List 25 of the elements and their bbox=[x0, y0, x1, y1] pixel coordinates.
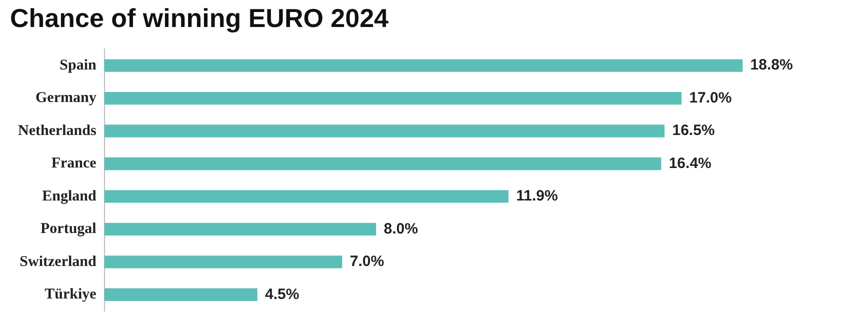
data-label: 16.5% bbox=[672, 122, 715, 140]
bar bbox=[104, 256, 342, 268]
bar bbox=[104, 190, 508, 203]
bar bbox=[104, 59, 743, 72]
data-label: 18.8% bbox=[750, 56, 793, 74]
data-label: 17.0% bbox=[689, 89, 732, 106]
data-label: 8.0% bbox=[384, 220, 418, 238]
bar bbox=[104, 288, 258, 301]
y-tick-label: Türkiye bbox=[44, 286, 97, 303]
bar bbox=[104, 92, 682, 105]
y-tick-label: Germany bbox=[36, 90, 97, 106]
data-label: 11.9% bbox=[516, 188, 558, 205]
data-label: 16.4% bbox=[668, 154, 712, 172]
y-tick-label: Switzerland bbox=[20, 254, 97, 270]
bar bbox=[104, 124, 665, 138]
y-tick-label: Portugal bbox=[40, 221, 96, 238]
y-tick-label: Spain bbox=[60, 57, 97, 74]
y-tick-label: France bbox=[51, 156, 97, 172]
y-tick-label: Netherlands bbox=[18, 122, 96, 139]
data-label: 7.0% bbox=[350, 253, 384, 270]
bar bbox=[104, 157, 662, 170]
y-tick-label: England bbox=[42, 188, 97, 204]
bar bbox=[104, 222, 376, 236]
data-label: 4.5% bbox=[265, 286, 300, 303]
chart-title: Chance of winning EURO 2024 bbox=[10, 2, 390, 33]
